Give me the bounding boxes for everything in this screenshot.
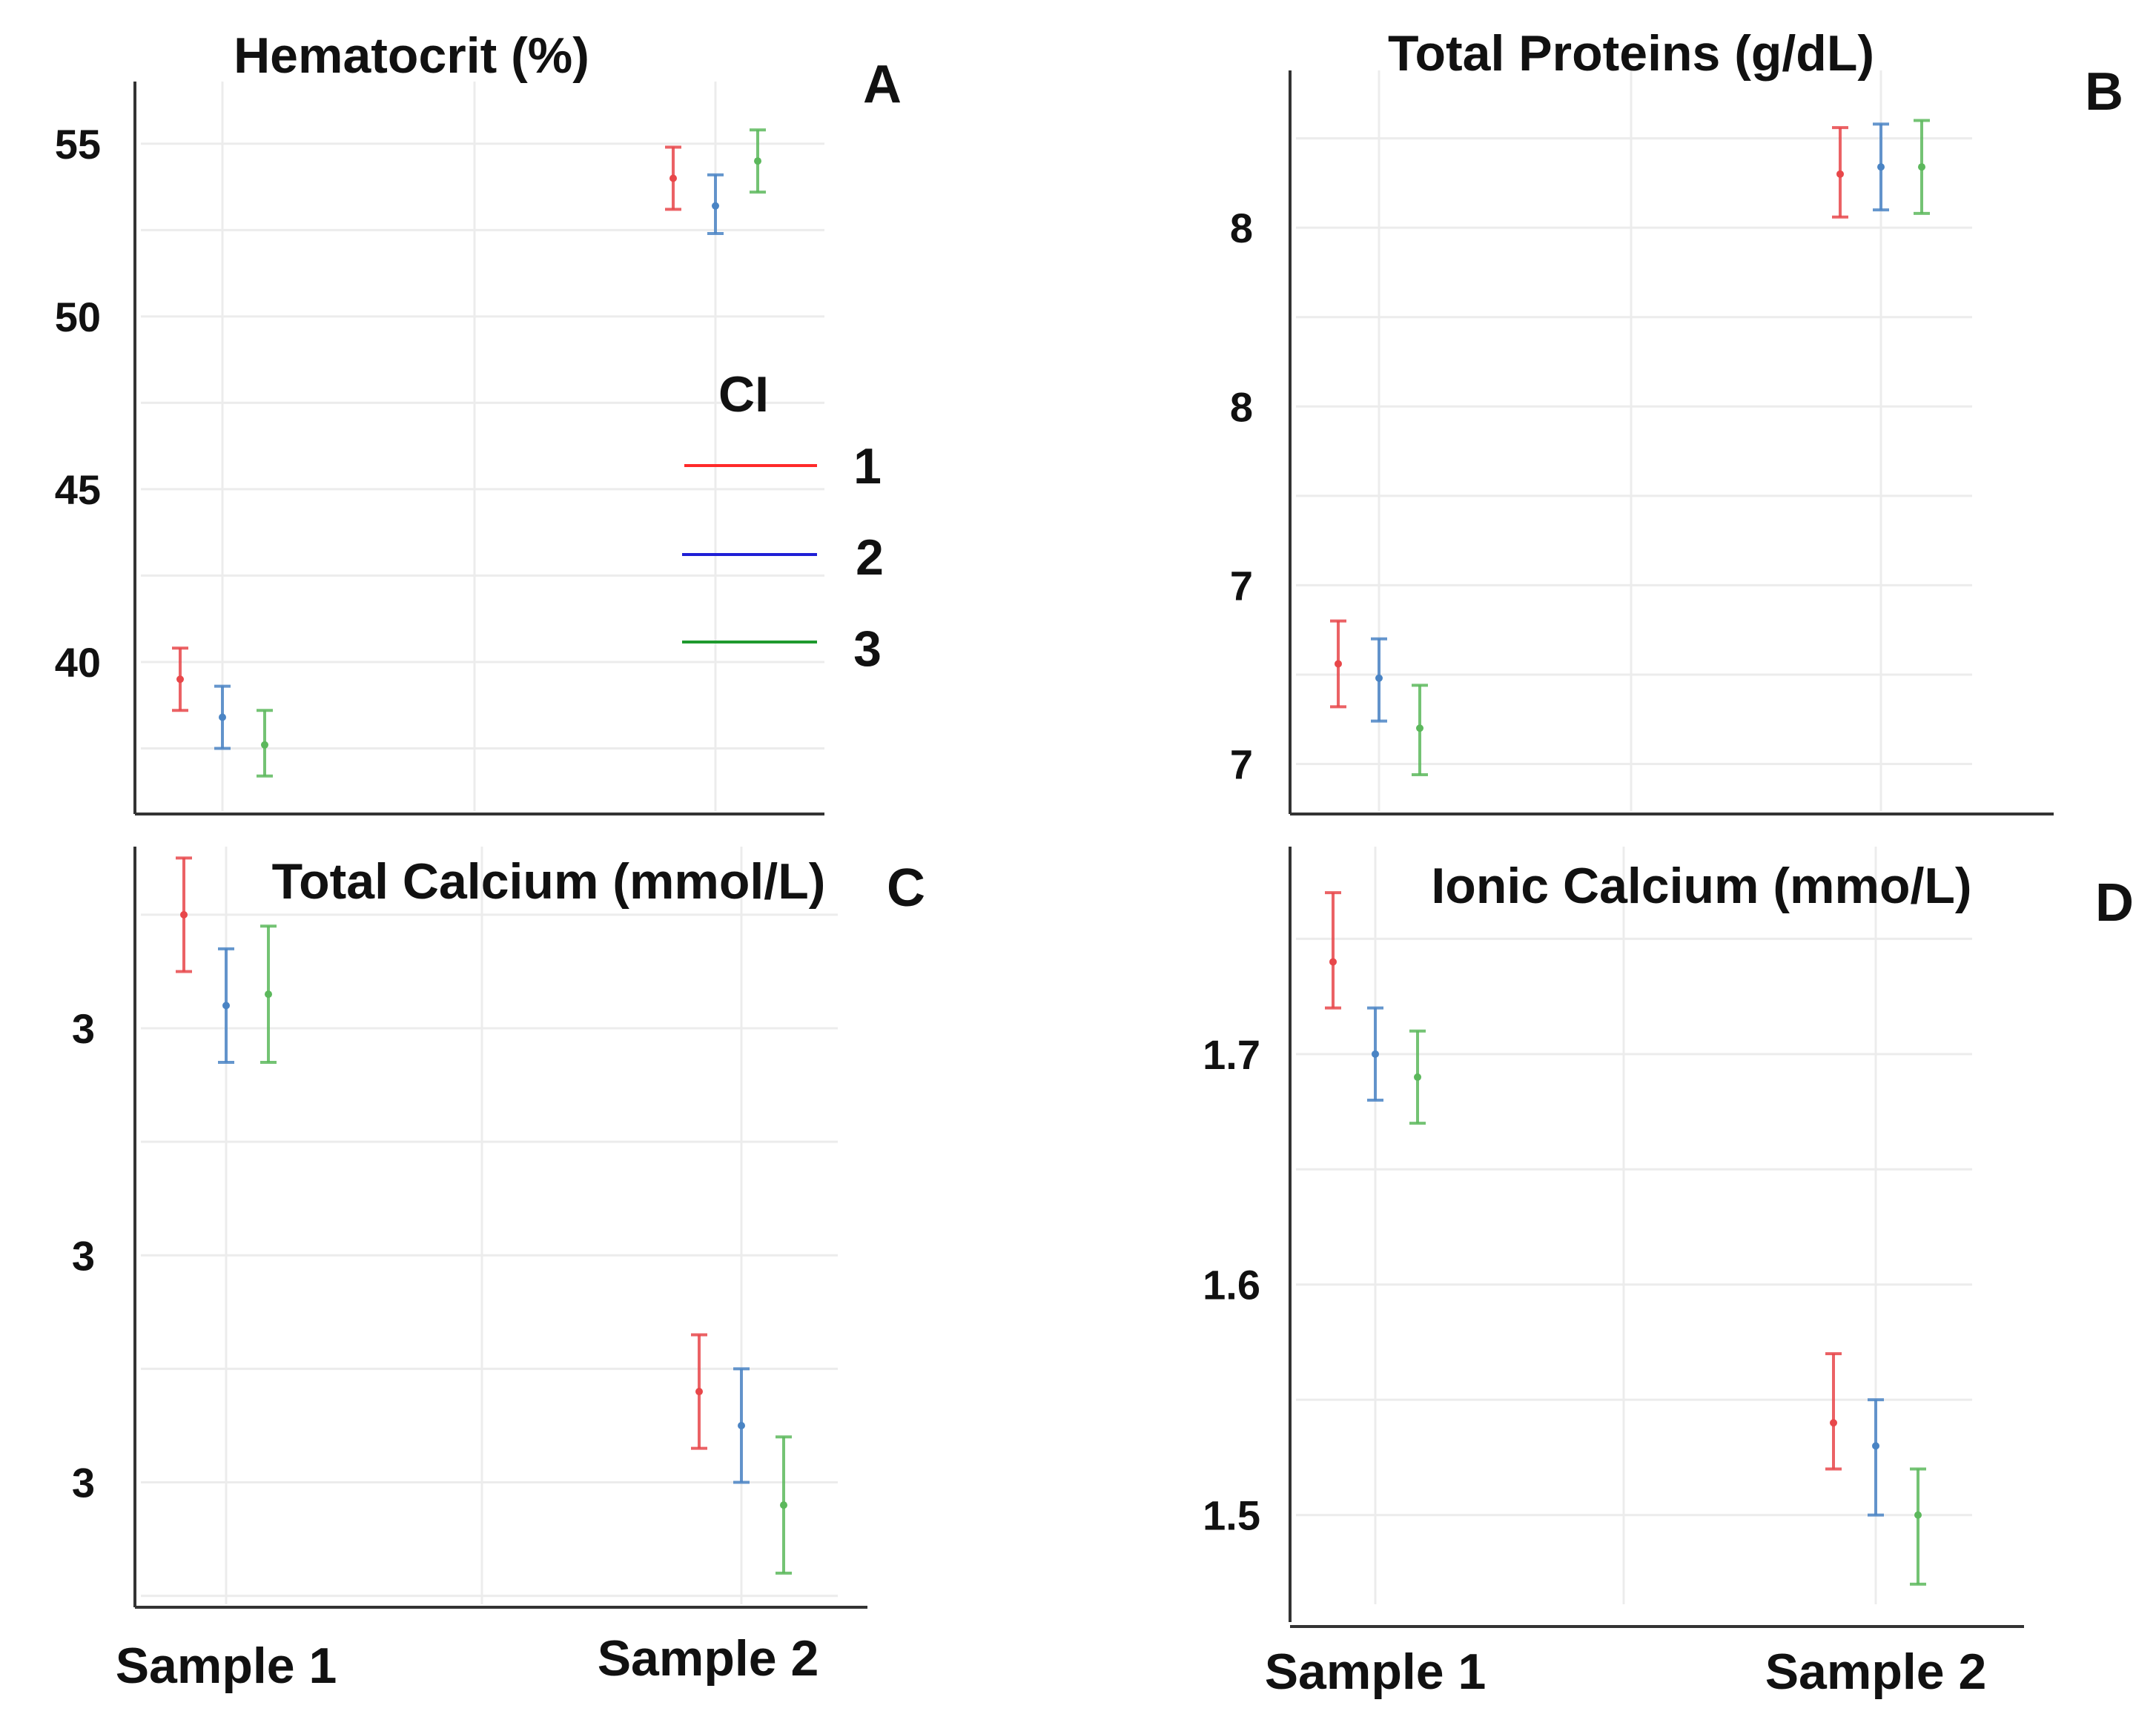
panel-a-letter: A xyxy=(863,55,902,114)
error-bar-ci1-sample-2 xyxy=(1825,1352,1842,1471)
x-category-label: Sample 2 xyxy=(598,1630,819,1687)
mean-point xyxy=(1914,1511,1922,1519)
y-tick-label: 3 xyxy=(72,1232,95,1279)
y-tick-label: 3 xyxy=(72,1460,95,1506)
error-bar-ci3-sample-2 xyxy=(776,1435,792,1575)
error-bar-ci3-sample-1 xyxy=(1409,1029,1426,1125)
mean-point xyxy=(180,910,188,919)
mean-point xyxy=(1335,660,1342,668)
mean-point xyxy=(1830,1419,1837,1427)
x-category-label: Sample 1 xyxy=(1265,1644,1487,1700)
mean-point xyxy=(738,1421,745,1429)
error-bar-ci1-sample-2 xyxy=(691,1333,707,1450)
error-bar-ci1-sample-1 xyxy=(176,856,192,973)
error-bar-ci3-sample-1 xyxy=(1412,684,1428,776)
error-bar-ci3-sample-2 xyxy=(1914,119,1930,215)
mean-point xyxy=(1872,1442,1879,1450)
panel-c: Total Calcium (mmol/L) C 3 3 3 Sample 1 Sam… xyxy=(72,847,925,1694)
mean-point xyxy=(261,741,268,749)
y-tick-label: 55 xyxy=(55,121,101,168)
panel-a: Hematocrit (%) A 40 45 50 55 xyxy=(55,27,902,815)
error-bar-ci3-sample-1 xyxy=(260,924,277,1064)
mean-point xyxy=(176,675,184,684)
error-bar-ci2-sample-1 xyxy=(1367,1006,1383,1102)
mean-point xyxy=(754,157,761,165)
y-tick-label: 1.6 xyxy=(1203,1262,1260,1308)
y-tick-label: 8 xyxy=(1230,205,1253,251)
x-category-label: Sample 1 xyxy=(116,1638,337,1694)
error-bar-ci3-sample-1 xyxy=(257,709,273,778)
x-category-label: Sample 2 xyxy=(1765,1644,1987,1700)
y-tick-label: 8 xyxy=(1230,383,1253,430)
error-bar-ci3-sample-2 xyxy=(750,128,766,194)
panel-d-title: Ionic Calcium (mmo/L) xyxy=(1431,858,1971,914)
error-bar-ci3-sample-2 xyxy=(1910,1467,1926,1586)
y-tick-label: 40 xyxy=(55,639,101,686)
mean-point xyxy=(1836,170,1844,178)
panel-d: Ionic Calcium (mmo/L) D 1.5 1.6 1.7 Sample… xyxy=(1203,847,2134,1700)
y-tick-label: 3 xyxy=(72,1005,95,1052)
error-bar-ci1-sample-1 xyxy=(172,646,188,712)
mean-point xyxy=(1372,1050,1379,1058)
y-tick-label: 7 xyxy=(1230,562,1253,609)
legend-label-3: 3 xyxy=(853,621,882,677)
mean-point xyxy=(265,990,272,999)
legend-label-1: 1 xyxy=(853,438,882,494)
error-bar-ci2-sample-1 xyxy=(218,947,234,1064)
mean-point xyxy=(1416,724,1423,732)
error-bar-ci1-sample-2 xyxy=(665,145,681,211)
error-bar-ci2-sample-2 xyxy=(733,1367,750,1484)
mean-point xyxy=(1877,163,1885,171)
y-tick-label: 1.7 xyxy=(1203,1031,1260,1078)
mean-point xyxy=(780,1501,787,1509)
mean-point xyxy=(1918,163,1925,171)
panel-b: Total Proteins (g/dL) B 7 7 8 8 xyxy=(1230,25,2123,815)
error-bar-ci1-sample-1 xyxy=(1325,891,1341,1010)
mean-point xyxy=(695,1388,703,1396)
mean-point xyxy=(1375,674,1383,682)
panel-c-title: Total Calcium (mmol/L) xyxy=(272,853,826,910)
panel-a-title: Hematocrit (%) xyxy=(234,27,589,84)
mean-point xyxy=(219,713,226,721)
panel-b-title: Total Proteins (g/dL) xyxy=(1388,25,1874,82)
error-bar-ci2-sample-1 xyxy=(1371,637,1387,723)
y-tick-label: 50 xyxy=(55,294,101,340)
mean-point xyxy=(712,202,719,210)
mean-point xyxy=(222,1002,230,1010)
error-bar-ci2-sample-2 xyxy=(707,173,724,236)
panel-c-letter: C xyxy=(887,858,925,918)
y-tick-label: 7 xyxy=(1230,741,1253,787)
legend-title: CI xyxy=(718,366,769,423)
legend-label-2: 2 xyxy=(856,529,884,586)
error-bar-ci2-sample-2 xyxy=(1873,122,1889,212)
mean-point xyxy=(669,174,677,182)
y-tick-label: 45 xyxy=(55,466,101,513)
error-bar-ci2-sample-2 xyxy=(1868,1398,1884,1517)
error-bar-ci1-sample-2 xyxy=(1832,126,1848,219)
error-bar-ci1-sample-1 xyxy=(1330,619,1346,709)
legend: CI 1 2 3 xyxy=(682,366,884,677)
panel-d-letter: D xyxy=(2095,873,2134,933)
mean-point xyxy=(1329,958,1337,966)
mean-point xyxy=(1414,1073,1421,1081)
error-bar-ci2-sample-1 xyxy=(214,684,231,750)
panel-b-letter: B xyxy=(2085,62,2123,122)
y-tick-label: 1.5 xyxy=(1203,1492,1260,1539)
